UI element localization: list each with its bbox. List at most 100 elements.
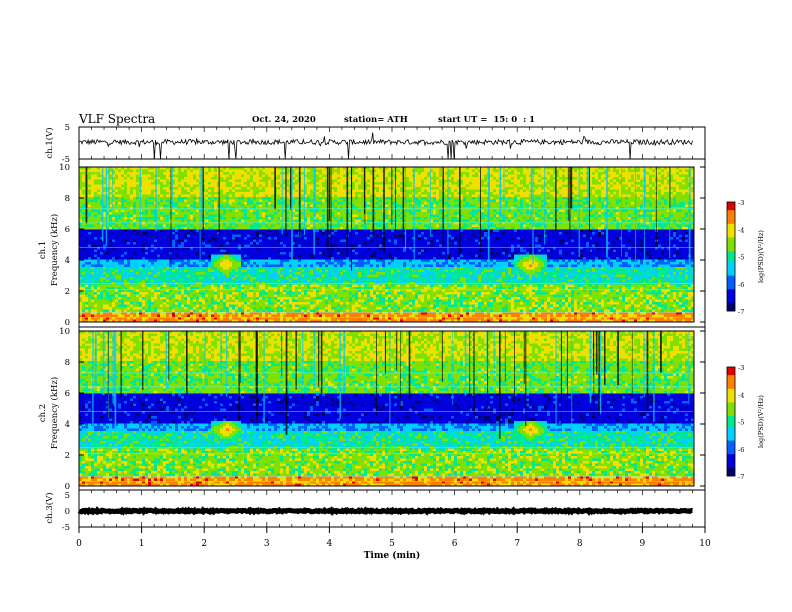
spectrogram-cell (331, 199, 335, 203)
spectrogram-cell (178, 177, 182, 180)
spectrogram-cell (259, 192, 263, 195)
spectrogram-cell (133, 199, 137, 203)
spectrogram-cell (373, 172, 377, 175)
spectrogram-cell (127, 182, 131, 185)
spectrogram-cell (628, 169, 632, 173)
spectrogram-cell (94, 197, 98, 200)
spectrogram-cell (205, 202, 209, 205)
spectrogram-cell (145, 219, 149, 223)
spectrogram-cell (496, 169, 500, 173)
spectrogram-cell (226, 224, 230, 228)
spectrogram-cell (526, 224, 530, 228)
spectrogram-cell (403, 194, 407, 198)
spectrogram-cell (307, 179, 311, 183)
spectrogram-cell (574, 167, 578, 170)
spectrogram-cell (367, 219, 371, 223)
spectrogram-cell (691, 169, 695, 173)
spectrogram-cell (607, 174, 611, 178)
spectrogram-cell (532, 222, 536, 225)
spectrogram-cell (109, 184, 113, 188)
spectrogram-cell (220, 199, 224, 203)
spectrogram-cell (286, 219, 290, 223)
spectrogram-cell (373, 184, 377, 188)
spectrogram-cell (418, 224, 422, 228)
spectrogram-cell (187, 192, 191, 195)
spectrogram-cell (517, 182, 521, 185)
spectrogram-cell (622, 174, 626, 178)
spectrogram-cell (595, 199, 599, 203)
spectrogram-cell (256, 222, 260, 225)
spectrogram-cell (82, 209, 86, 213)
spectrogram-cell (472, 172, 476, 175)
spectrogram-cell (379, 177, 383, 180)
spectrogram-cell (550, 224, 554, 228)
spectrogram-cell (448, 214, 452, 218)
spectrogram-cell (310, 187, 314, 190)
spectrogram-cell (415, 214, 419, 218)
spectrogram-cell (640, 182, 644, 185)
spectrogram-cell (379, 199, 383, 203)
spectrogram-cell (532, 169, 536, 173)
spectrogram-cell (340, 209, 344, 213)
spectrogram-cell (511, 197, 515, 200)
spectrogram-cell (238, 169, 242, 173)
spectrogram-cell (475, 172, 479, 175)
spectrogram-cell (325, 184, 329, 188)
spectrogram-cell (109, 179, 113, 183)
spectrogram-cell (316, 177, 320, 180)
spectrogram-cell (469, 167, 473, 170)
spectrogram-cell (373, 202, 377, 205)
spectrogram-cell (400, 214, 404, 218)
spectrogram-cell (466, 197, 470, 200)
spectrogram-cell (448, 222, 452, 225)
spectrogram-cell (619, 199, 623, 203)
spectrogram-cell (181, 182, 185, 185)
spectrogram-cell (385, 179, 389, 183)
spectrogram-cell (583, 174, 587, 178)
spectrogram-cell (193, 179, 197, 183)
spectrogram-cell (490, 179, 494, 183)
spectrogram-cell (472, 197, 476, 200)
spectrogram-cell (193, 207, 197, 210)
spectrogram-cell (127, 212, 131, 215)
spectrogram-cell (322, 184, 326, 188)
spectrogram-cell (619, 179, 623, 183)
spectrogram-cell (445, 172, 449, 175)
spectrogram-cell (232, 167, 236, 170)
spectrogram-cell (517, 177, 521, 180)
spectrogram-cell (574, 207, 578, 210)
spectrogram-cell (463, 169, 467, 173)
spectrogram-cell (226, 222, 230, 225)
spectrogram-cell (118, 192, 122, 195)
spectrogram-cell (541, 187, 545, 190)
spectrogram-cell (340, 184, 344, 188)
spectrogram-cell (550, 214, 554, 218)
spectrogram-cell (229, 209, 233, 213)
spectrogram-cell (193, 214, 197, 218)
spectrogram-cell (550, 199, 554, 203)
spectrogram-cell (79, 179, 83, 183)
spectrogram-cell (574, 194, 578, 198)
spectrogram-cell (637, 187, 641, 190)
spectrogram-cell (541, 199, 545, 203)
spectrogram-cell (118, 169, 122, 173)
spectrogram-cell (601, 184, 605, 188)
spectrogram-cell (589, 212, 593, 215)
spectrogram-cell (244, 189, 248, 193)
spectrogram-cell (493, 179, 497, 183)
spectrogram-cell (373, 224, 377, 228)
spectrogram-cell (304, 182, 308, 185)
spectrogram-cell (556, 217, 560, 220)
spectrogram-cell (583, 169, 587, 173)
spectrogram-cell (481, 169, 485, 173)
spectrogram-cell (211, 174, 215, 178)
spectrogram-cell (463, 199, 467, 203)
spectrogram-cell (628, 207, 632, 210)
spectrogram-cell (589, 202, 593, 205)
spectrogram-cell (253, 212, 257, 215)
spectrogram-cell (454, 187, 458, 190)
spectrogram-cell (295, 212, 299, 215)
spectrogram-cell (109, 204, 113, 208)
spectrogram-cell (157, 192, 161, 195)
spectrogram-cell (115, 224, 119, 228)
